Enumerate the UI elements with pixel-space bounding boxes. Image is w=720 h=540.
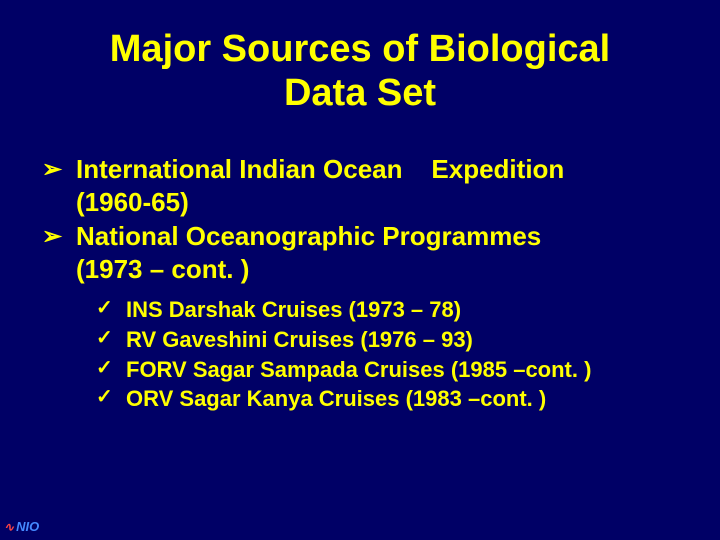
slide-title: Major Sources of Biological Data Set — [40, 28, 680, 115]
sub-item-4-text: ORV Sagar Kanya Cruises (1983 –cont. ) — [126, 386, 546, 411]
sub-item-2: ✓ RV Gaveshini Cruises (1976 – 93) — [96, 325, 680, 355]
main-item-1: ➢ International Indian Ocean Expedition … — [40, 153, 680, 218]
check-bullet-icon: ✓ — [96, 384, 113, 411]
arrow-bullet-icon: ➢ — [42, 155, 62, 185]
check-bullet-icon: ✓ — [96, 355, 113, 382]
main-item-2-text: National Oceanographic Programmes (1973 … — [76, 221, 541, 284]
sub-bullet-list: ✓ INS Darshak Cruises (1973 – 78) ✓ RV G… — [96, 295, 680, 414]
sub-item-3: ✓ FORV Sagar Sampada Cruises (1985 –cont… — [96, 355, 680, 385]
main-bullet-list: ➢ International Indian Ocean Expedition … — [40, 153, 680, 285]
sub-item-1-text: INS Darshak Cruises (1973 – 78) — [126, 297, 461, 322]
arrow-bullet-icon: ➢ — [42, 222, 62, 252]
check-bullet-icon: ✓ — [96, 295, 113, 322]
title-line-2: Data Set — [284, 72, 436, 114]
sub-item-1: ✓ INS Darshak Cruises (1973 – 78) — [96, 295, 680, 325]
title-line-1: Major Sources of Biological — [110, 28, 610, 70]
sub-item-2-text: RV Gaveshini Cruises (1976 – 93) — [126, 327, 473, 352]
main-item-2: ➢ National Oceanographic Programmes (197… — [40, 220, 680, 285]
logo-wave-icon: ∿ — [4, 520, 14, 534]
nio-logo: ∿ NIO — [4, 519, 39, 534]
logo-text: NIO — [16, 519, 39, 534]
main-item-1-text: International Indian Ocean Expedition (1… — [76, 154, 564, 217]
sub-item-3-text: FORV Sagar Sampada Cruises (1985 –cont. … — [126, 357, 591, 382]
slide-container: Major Sources of Biological Data Set ➢ I… — [0, 0, 720, 540]
sub-item-4: ✓ ORV Sagar Kanya Cruises (1983 –cont. ) — [96, 384, 680, 414]
check-bullet-icon: ✓ — [96, 325, 113, 352]
